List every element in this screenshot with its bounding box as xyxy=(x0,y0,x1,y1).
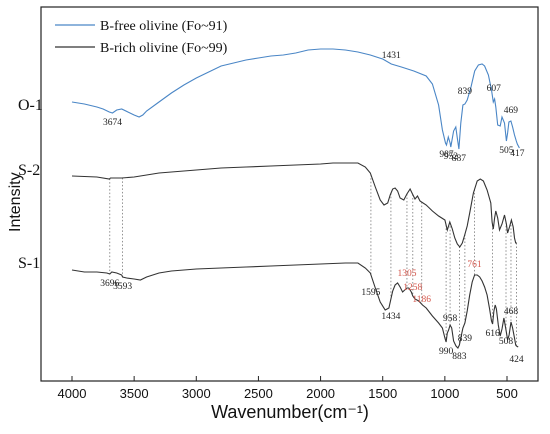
peak-label: 3674 xyxy=(103,118,122,128)
x-tick-label: 500 xyxy=(496,386,518,401)
x-tick-label: 3000 xyxy=(182,386,211,401)
peak-label: 987 xyxy=(439,150,454,160)
peak-label: 839 xyxy=(458,87,473,97)
peak-label: 469 xyxy=(504,106,519,116)
x-tick-label: 1000 xyxy=(430,386,459,401)
peak-label: 1431 xyxy=(382,51,401,61)
peak-label: 839 xyxy=(458,334,473,344)
x-tick-label: 1500 xyxy=(368,386,397,401)
peak-label: 958 xyxy=(443,314,458,324)
legend-label-b-rich: B-rich olivine (Fo~99) xyxy=(100,41,228,56)
peak-label: 1595 xyxy=(361,288,380,298)
peak-label: 616 xyxy=(485,329,500,339)
peak-label: 883 xyxy=(452,352,467,362)
plot-frame xyxy=(40,6,539,382)
trace-label-o1: O-1 xyxy=(18,97,43,114)
series-line-s-1 xyxy=(71,262,519,349)
peak-label: 3593 xyxy=(113,282,132,292)
peak-label: 990 xyxy=(439,347,454,357)
x-tick-label: 3500 xyxy=(120,386,149,401)
peak-label: 1305 xyxy=(397,269,416,279)
peak-label: 505 xyxy=(499,146,514,156)
peak-label: 952 xyxy=(444,152,459,162)
x-tick-label: 2500 xyxy=(244,386,273,401)
trace-label-s2: S-2 xyxy=(18,162,40,179)
peak-label: 761 xyxy=(467,260,482,270)
series-line-s-2 xyxy=(71,162,517,248)
legend-label-b-free: B-free olivine (Fo~91) xyxy=(100,19,228,34)
peak-label: 1258 xyxy=(403,283,422,293)
trace-label-s1: S-1 xyxy=(18,255,40,272)
peak-label: 1186 xyxy=(412,295,431,305)
x-tick-label: 2000 xyxy=(306,386,335,401)
peak-label: 887 xyxy=(452,154,467,164)
y-axis-title: Intensity xyxy=(7,172,24,232)
peak-label: 424 xyxy=(509,355,524,365)
peak-label: 607 xyxy=(487,84,502,94)
peak-label: 417 xyxy=(510,149,525,159)
guide-lines xyxy=(109,174,517,346)
series-line-o-1 xyxy=(71,48,520,150)
spectrum-traces xyxy=(71,48,520,349)
peak-label: 468 xyxy=(504,307,519,317)
x-axis-title: Wavenumber(cm⁻¹) xyxy=(211,402,369,422)
x-axis-ticks: 4000 3500 3000 2500 2000 1500 1000 500 xyxy=(58,376,518,401)
peak-label: 508 xyxy=(499,337,514,347)
legend: B-free olivine (Fo~91) B-rich olivine (F… xyxy=(55,19,228,56)
x-tick-label: 4000 xyxy=(58,386,87,401)
peak-label: 1434 xyxy=(381,312,400,322)
peak-label: 3696 xyxy=(100,279,119,289)
